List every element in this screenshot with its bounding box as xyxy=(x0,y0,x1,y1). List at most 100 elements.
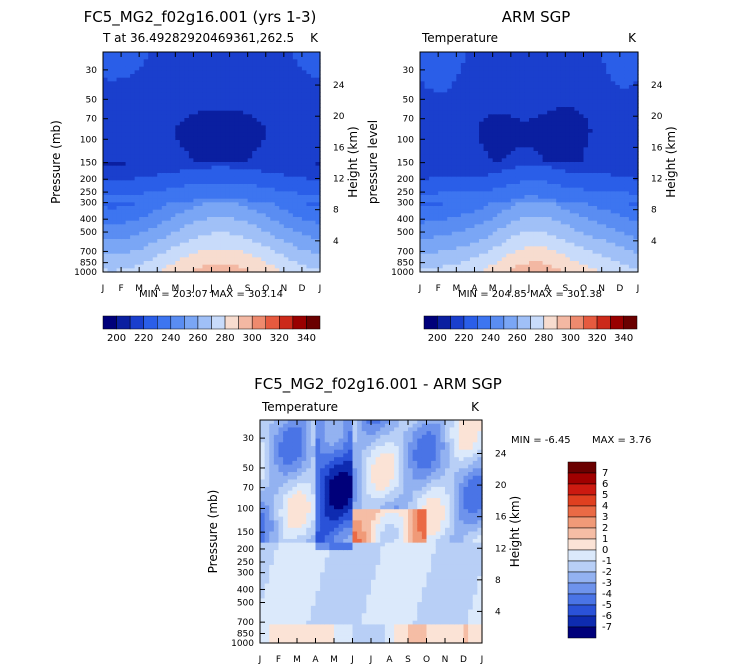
contour-cell xyxy=(143,176,149,181)
contour-cell xyxy=(474,231,480,236)
contour-cell xyxy=(216,70,222,75)
contour-cell xyxy=(433,59,439,64)
contour-cell xyxy=(107,162,113,167)
contour-cell xyxy=(157,239,163,244)
contour-cell xyxy=(211,165,217,170)
contour-cell xyxy=(274,257,280,262)
contour-cell xyxy=(429,114,435,119)
contour-cell xyxy=(506,55,512,60)
contour-cell xyxy=(252,143,258,148)
contour-cell xyxy=(519,217,526,222)
contour-cell xyxy=(134,55,140,60)
contour-cell xyxy=(460,88,467,93)
contour-cell xyxy=(112,118,118,123)
contour-cell xyxy=(270,140,276,145)
contour-cell xyxy=(301,224,308,229)
contour-cell xyxy=(152,125,158,130)
colorbar-swatch xyxy=(184,315,199,330)
contour-cell xyxy=(216,85,222,90)
contour-cell xyxy=(438,261,444,266)
contour-cell xyxy=(533,162,539,167)
contour-cell xyxy=(447,99,453,104)
contour-cell xyxy=(420,55,426,60)
contour-cell xyxy=(234,103,240,108)
contour-cell xyxy=(216,235,222,240)
contour-cell xyxy=(270,198,276,203)
contour-cell xyxy=(166,162,172,167)
contour-cell xyxy=(288,59,294,64)
contour-cell xyxy=(166,110,172,115)
contour-cell xyxy=(538,59,544,64)
contour-cell xyxy=(193,125,199,130)
contour-cell xyxy=(216,158,222,163)
contour-cell xyxy=(529,103,535,108)
contour-cell xyxy=(243,176,249,181)
contour-cell xyxy=(197,92,204,97)
contour-cell xyxy=(265,261,271,266)
contour-cell xyxy=(538,158,544,163)
contour-cell xyxy=(565,129,571,134)
colorbar-swatch xyxy=(170,315,185,330)
contour-cell xyxy=(469,81,476,86)
contour-cell xyxy=(529,81,535,86)
contour-cell xyxy=(134,180,140,185)
contour-cell xyxy=(211,66,217,71)
contour-cell xyxy=(283,184,289,189)
contour-cell xyxy=(310,242,317,247)
contour-cell xyxy=(256,136,262,141)
contour-cell xyxy=(465,125,471,130)
contour-cell xyxy=(456,228,462,233)
contour-cell xyxy=(184,77,190,82)
contour-cell xyxy=(125,250,131,255)
contour-cell xyxy=(483,195,489,200)
contour-cell xyxy=(143,136,149,141)
contour-cell xyxy=(130,74,136,79)
contour-cell xyxy=(301,125,308,130)
contour-cell xyxy=(306,187,312,192)
contour-cell xyxy=(243,187,249,192)
contour-cell xyxy=(170,235,176,240)
contour-cell xyxy=(297,184,303,189)
contour-cell xyxy=(121,114,127,119)
contour-cell xyxy=(152,213,158,218)
contour-cell xyxy=(547,70,553,75)
contour-cell xyxy=(542,257,548,262)
contour-cell xyxy=(112,253,118,258)
contour-cell xyxy=(252,239,258,244)
contour-cell xyxy=(529,110,535,115)
contour-cell xyxy=(460,110,467,115)
contour-cell xyxy=(460,52,467,57)
contour-cell xyxy=(161,88,167,93)
contour-cell xyxy=(188,77,195,82)
contour-cell xyxy=(166,257,172,262)
contour-cell xyxy=(497,77,503,82)
contour-cell xyxy=(179,217,185,222)
contour-cell xyxy=(474,217,480,222)
contour-cell xyxy=(506,151,512,156)
contour-cell xyxy=(243,118,249,123)
contour-cell xyxy=(483,158,489,163)
chart-title: FC5_MG2_f02g16.001 (yrs 1-3) xyxy=(84,8,317,27)
contour-cell xyxy=(139,209,145,214)
contour-cell xyxy=(506,110,512,115)
contour-cell xyxy=(211,121,217,126)
contour-cell xyxy=(265,268,271,273)
contour-cell xyxy=(202,176,208,181)
contour-cell xyxy=(474,180,480,185)
contour-cell xyxy=(492,228,498,233)
contour-cell xyxy=(469,165,476,170)
contour-cell xyxy=(519,129,526,134)
contour-cell xyxy=(229,121,235,126)
contour-cell xyxy=(107,176,113,181)
contour-cell xyxy=(134,88,140,93)
contour-cell xyxy=(479,220,485,225)
contour-cell xyxy=(315,96,321,101)
contour-cell xyxy=(256,202,262,207)
contour-cell xyxy=(103,114,109,119)
contour-cell xyxy=(112,268,118,273)
contour-cell xyxy=(184,59,190,64)
contour-cell xyxy=(492,110,498,115)
contour-cell xyxy=(288,162,294,167)
contour-cell xyxy=(547,114,553,119)
contour-cell xyxy=(288,52,294,57)
